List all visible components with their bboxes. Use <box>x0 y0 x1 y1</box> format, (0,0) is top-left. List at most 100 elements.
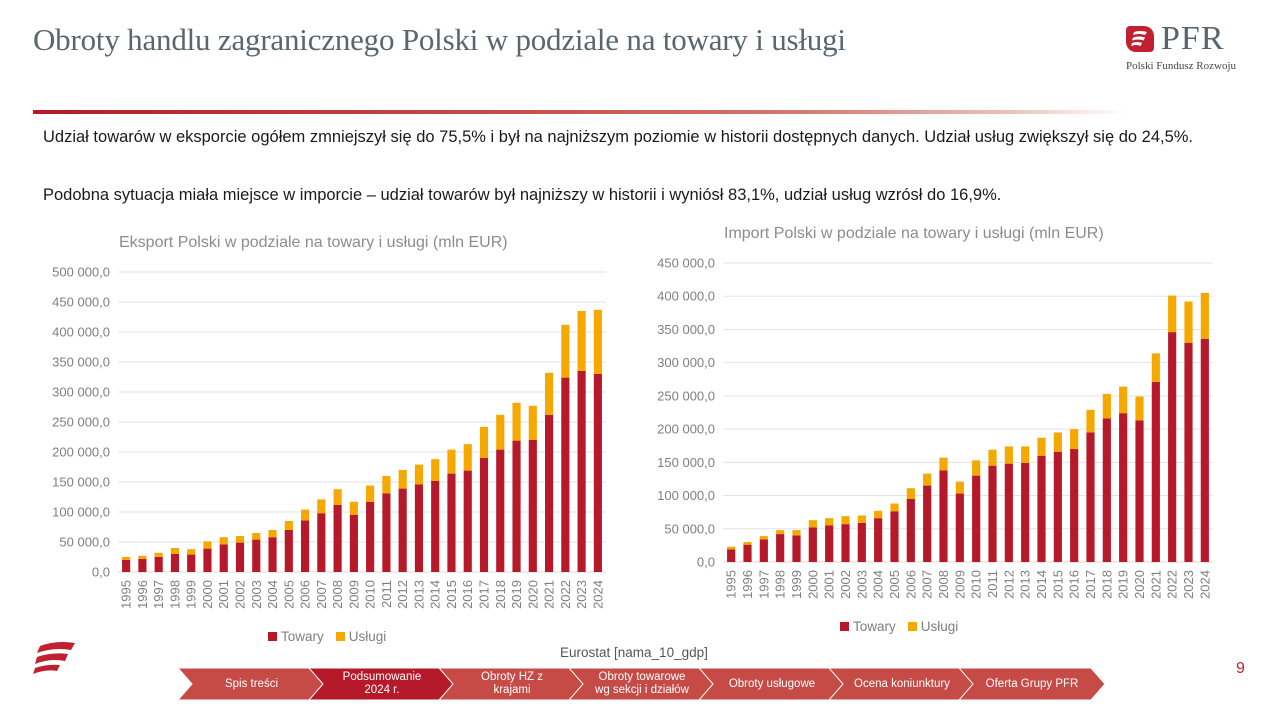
x-tick-label: 2002 <box>233 580 248 609</box>
nav-item-2[interactable]: Podsumowanie 2024 r. <box>309 668 455 700</box>
y-tick-label: 300 000,0 <box>657 355 715 370</box>
bar-uslugi-2000 <box>808 520 817 528</box>
nav-item-5[interactable]: Obroty usługowe <box>699 668 845 700</box>
y-tick-label: 50 000,0 <box>664 521 715 536</box>
data-source: Eurostat [nama_10_gdp] <box>560 645 708 660</box>
bar-towary-2011 <box>382 493 391 572</box>
legend-swatch-towary <box>840 622 849 631</box>
bar-towary-2013 <box>1021 462 1030 562</box>
nav-item-6[interactable]: Ocena koniunktury <box>829 668 975 700</box>
bar-uslugi-2004 <box>874 510 883 519</box>
nav-item-label: Obroty HZ z krajami <box>481 671 543 696</box>
bar-uslugi-2007 <box>317 499 326 514</box>
bar-uslugi-2011 <box>382 476 391 494</box>
bar-towary-2016 <box>1070 449 1079 562</box>
bar-towary-2018 <box>496 449 505 572</box>
nav-item-label: Spis treści <box>224 677 279 690</box>
bar-towary-2001 <box>825 525 834 562</box>
nav-item-4[interactable]: Obroty towarowe wg sekcji i działów <box>569 668 715 700</box>
bar-towary-1998 <box>776 534 785 562</box>
bar-towary-2015 <box>447 473 456 572</box>
x-tick-label: 2003 <box>854 570 869 599</box>
legend-swatch-uslugi <box>335 632 345 641</box>
bar-uslugi-2016 <box>463 444 472 471</box>
bar-towary-2010 <box>972 475 981 562</box>
bar-towary-2002 <box>841 524 850 562</box>
bar-towary-2007 <box>923 485 932 562</box>
y-tick-label: 400 000,0 <box>657 289 715 304</box>
bar-uslugi-2003 <box>252 533 261 540</box>
bar-towary-2007 <box>317 513 326 572</box>
nav-item-label: Obroty usługowe <box>728 677 816 690</box>
bar-uslugi-2010 <box>972 460 981 476</box>
x-tick-label: 2013 <box>1018 570 1033 599</box>
bar-uslugi-2012 <box>398 470 407 489</box>
nav-item-1[interactable]: Spis treści <box>178 668 325 700</box>
x-tick-label: 2015 <box>444 580 459 609</box>
bar-uslugi-2017 <box>479 426 489 458</box>
x-tick-label: 2008 <box>330 580 345 609</box>
y-tick-label: 350 000,0 <box>657 322 715 337</box>
bar-uslugi-1998 <box>170 548 179 554</box>
nav-item-7[interactable]: Oferta Grupy PFR <box>959 668 1105 700</box>
bar-uslugi-2007 <box>923 473 932 486</box>
x-tick-label: 2021 <box>1148 570 1163 599</box>
x-tick-label: 2019 <box>509 580 524 609</box>
x-tick-label: 2024 <box>1197 570 1212 599</box>
x-tick-label: 2017 <box>477 580 492 609</box>
import-chart-title: Import Polski w podziale na towary i usł… <box>724 225 1104 242</box>
y-tick-label: 50 000,0 <box>59 535 110 550</box>
legend-item-uslugi: Usługi <box>335 629 386 644</box>
x-tick-label: 2023 <box>574 580 589 609</box>
x-tick-label: 2017 <box>1083 570 1098 599</box>
bar-towary-2001 <box>219 544 228 572</box>
bar-uslugi-2015 <box>1053 432 1062 452</box>
bar-towary-2006 <box>301 520 310 572</box>
bar-uslugi-1997 <box>759 536 768 540</box>
y-tick-label: 0,0 <box>697 555 715 570</box>
x-tick-label: 2001 <box>216 580 231 609</box>
x-tick-label: 2004 <box>871 570 886 599</box>
y-tick-label: 350 000,0 <box>52 355 110 370</box>
bar-towary-2015 <box>1053 451 1062 562</box>
bar-uslugi-2019 <box>1119 386 1128 414</box>
bar-uslugi-2020 <box>1135 396 1144 421</box>
pfr-logo[interactable]: PFR Polski Fundusz Rozwoju <box>1126 20 1251 76</box>
bar-uslugi-2001 <box>825 518 834 526</box>
y-tick-label: 450 000,0 <box>52 295 110 310</box>
bar-towary-2002 <box>235 542 245 572</box>
x-tick-label: 2009 <box>346 580 361 609</box>
bar-towary-2008 <box>939 470 948 562</box>
x-tick-label: 2000 <box>200 580 215 609</box>
bar-towary-2009 <box>349 515 358 572</box>
legend-label: Towary <box>853 619 896 634</box>
bar-uslugi-2018 <box>1102 393 1111 419</box>
x-tick-label: 1995 <box>724 570 739 599</box>
bar-uslugi-2013 <box>1021 446 1030 463</box>
x-tick-label: 2012 <box>1001 570 1016 599</box>
x-tick-label: 1998 <box>167 580 182 609</box>
x-tick-label: 2008 <box>936 570 951 599</box>
legend-item-towary: Towary <box>840 619 896 634</box>
bar-towary-2014 <box>1037 455 1046 562</box>
bar-towary-2023 <box>1184 342 1193 562</box>
logo-subtitle: Polski Fundusz Rozwoju <box>1126 60 1237 72</box>
bar-towary-2021 <box>545 414 554 572</box>
bar-uslugi-2022 <box>1168 295 1177 333</box>
nav-item-3[interactable]: Obroty HZ z krajami <box>439 668 585 700</box>
x-tick-label: 2011 <box>379 580 394 608</box>
bar-towary-2006 <box>906 498 915 562</box>
bar-towary-1995 <box>727 549 736 562</box>
y-tick-label: 250 000,0 <box>52 415 110 430</box>
summary-paragraph-import: Podobna sytuacja miała miejsce w imporci… <box>43 186 1002 204</box>
x-tick-label: 2016 <box>1067 570 1082 599</box>
x-tick-label: 2020 <box>525 580 540 609</box>
bar-towary-2004 <box>874 518 883 562</box>
bar-uslugi-2023 <box>577 311 586 371</box>
bar-uslugi-2009 <box>955 481 964 494</box>
bar-towary-2019 <box>1119 413 1128 562</box>
bar-uslugi-2001 <box>219 537 228 545</box>
bar-towary-2020 <box>528 440 537 572</box>
x-tick-label: 2001 <box>822 570 837 599</box>
